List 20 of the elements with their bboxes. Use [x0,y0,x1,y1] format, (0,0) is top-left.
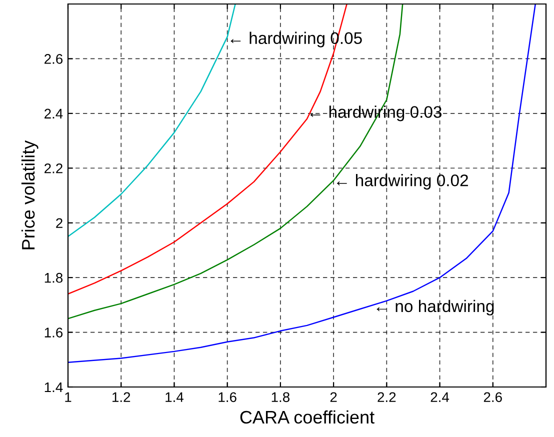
x-tick-label: 2.2 [378,392,396,402]
y-tick-label: 2 [56,218,62,228]
x-tick-label: 2 [330,392,337,402]
x-axis-title: CARA coefficient [240,410,374,424]
y-tick-label: 1.4 [44,382,63,392]
y-tick-label: 1.8 [44,272,63,283]
line-series [68,4,536,364]
y-tick-label: 2.6 [44,54,63,64]
x-tick-label: 2.6 [484,392,502,402]
x-tick-label: 1 [65,392,72,402]
y-tick-label: 2.4 [44,108,63,118]
annotation: ← hardwiring 0.02 [336,174,468,190]
x-tick-label: 1.6 [218,392,236,402]
x-tick-label: 1.4 [166,392,184,402]
x-tick-label: 2.4 [430,392,450,402]
y-tick-label: 2.2 [44,163,62,174]
y-tick-label: 1.6 [44,328,63,338]
y-axis-title: Price volatility [21,140,38,250]
x-tick-label: 1.2 [112,392,130,402]
x-tick-label: 1.8 [272,392,290,402]
